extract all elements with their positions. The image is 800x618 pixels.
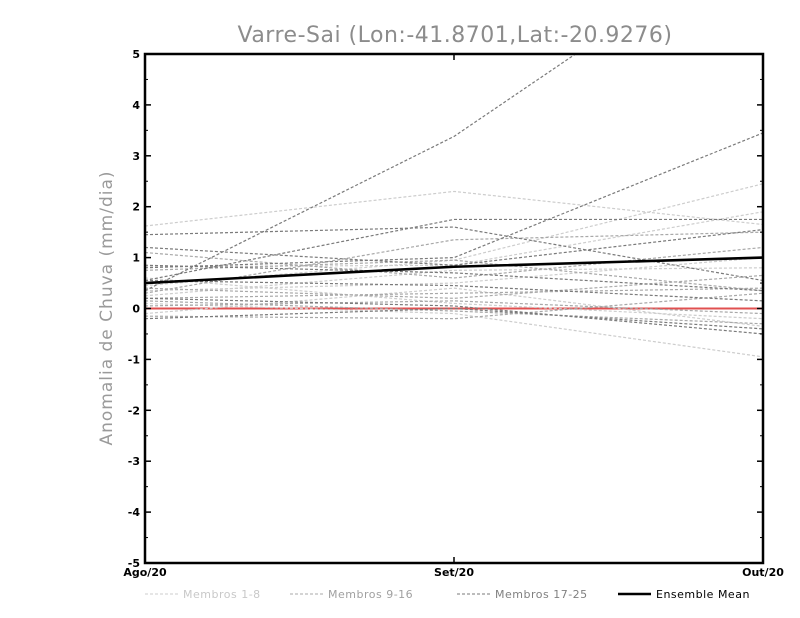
y-tick-label: 2	[132, 201, 140, 214]
axis-layer: -5 -4 -3 -2 -1 0 1 2 3 4 5 Ago/20 Set/20 Out/20	[123, 48, 784, 579]
member-line-m13	[145, 287, 763, 299]
y-tick-label: -3	[128, 455, 140, 468]
member-line-m14	[145, 300, 763, 325]
member-line-m1	[145, 190, 763, 227]
member-line-m23	[145, 279, 763, 302]
x-tick-label: Set/20	[434, 566, 474, 579]
y-tick-label: 4	[132, 99, 140, 112]
y-tick-label: -1	[128, 353, 140, 366]
member-line-m20	[145, 132, 763, 269]
x-tick-label: Out/20	[742, 566, 784, 579]
y-tick-label: 1	[132, 252, 140, 265]
y-tick-label: -5	[128, 557, 140, 570]
member-line-m4	[145, 257, 763, 292]
legend: Membros 1-8 Membros 9-16 Membros 17-25 Ense…	[145, 588, 750, 601]
member-line-m15	[145, 300, 763, 315]
legend-label: Ensemble Mean	[656, 588, 750, 601]
y-tick-label: -2	[128, 404, 140, 417]
member-line-m3	[145, 211, 763, 268]
y-tick-label: 5	[132, 48, 140, 61]
member-line-m25	[145, 307, 763, 330]
member-line-m22	[145, 264, 763, 292]
x-tick-label: Ago/20	[123, 566, 167, 579]
member-line-m24	[145, 297, 763, 335]
y-tick-label: 0	[132, 303, 140, 316]
member-line-m9	[145, 231, 763, 294]
y-tick-label: 3	[132, 150, 140, 163]
series-layer	[145, 54, 763, 358]
legend-label: Membros 1-8	[183, 588, 261, 601]
member-line-m12	[145, 274, 763, 299]
member-line-m18	[145, 218, 763, 282]
member-line-m8	[145, 287, 763, 327]
ensemble-mean-line	[145, 256, 763, 285]
member-line-m16	[145, 292, 763, 320]
y-tick-label: -4	[128, 506, 141, 519]
legend-label: Membros 17-25	[495, 588, 588, 601]
member-line-m2	[145, 183, 763, 287]
member-line-m17	[145, 54, 577, 292]
member-line-m11	[145, 259, 763, 292]
member-line-m7	[145, 302, 763, 358]
y-axis-label: Anomalia de Chuva (mm/dia)	[97, 170, 117, 445]
member-line-m6	[145, 277, 763, 320]
member-line-m5	[145, 267, 763, 297]
chart-title: Varre-Sai (Lon:-41.8701,Lat:-20.9276)	[237, 23, 672, 48]
member-line-m19	[145, 226, 763, 282]
legend-label: Membros 9-16	[328, 588, 413, 601]
member-line-m10	[145, 246, 763, 279]
member-line-m21	[145, 229, 763, 266]
